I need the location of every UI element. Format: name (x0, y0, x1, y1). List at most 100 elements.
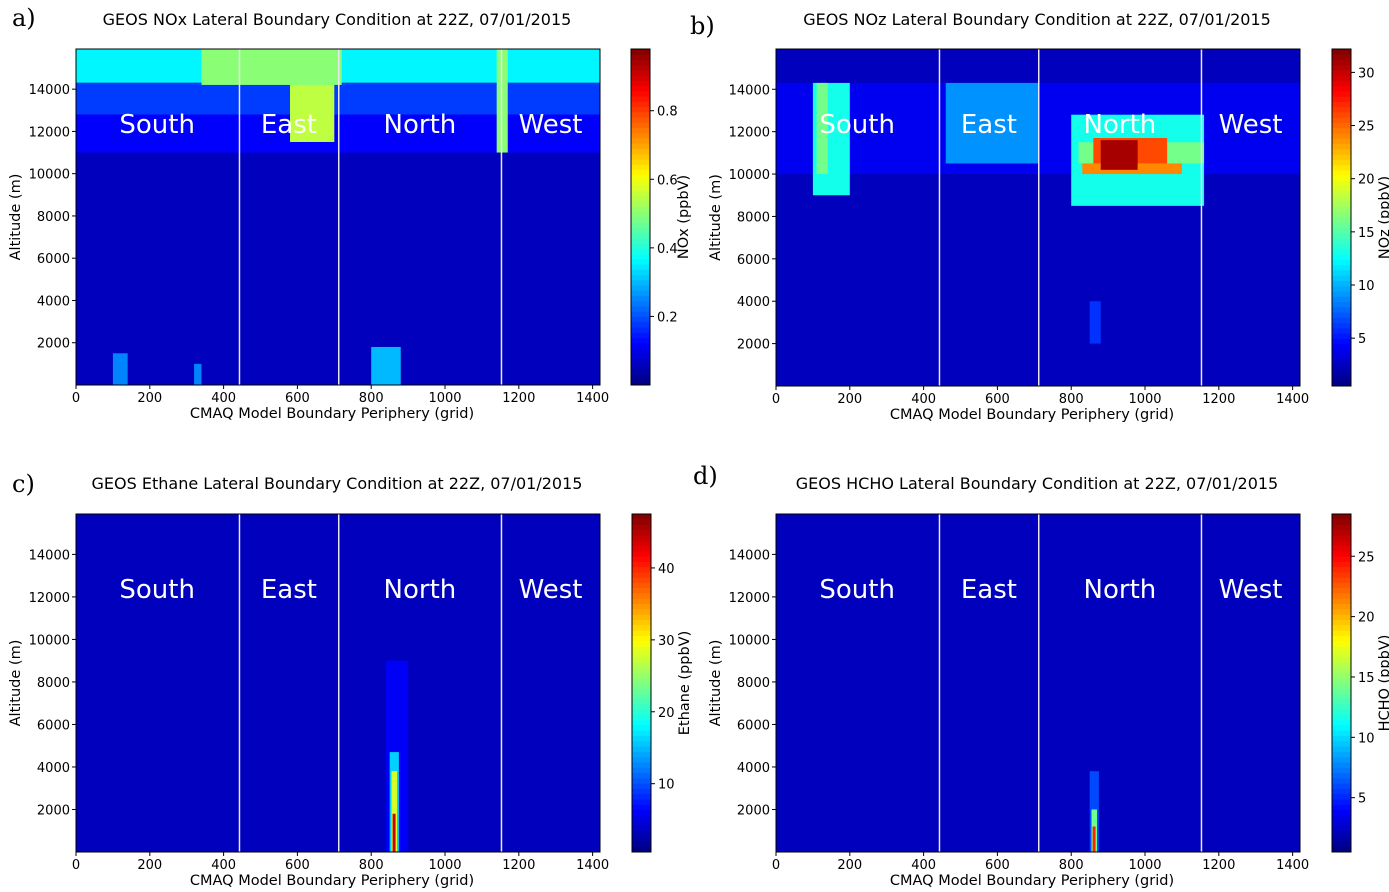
colorbar-segment (631, 295, 650, 302)
colorbar-segment (631, 122, 650, 129)
colorbar-segment (631, 300, 650, 307)
y-tick-label: 10000 (729, 168, 770, 183)
colorbar-segment (631, 227, 650, 234)
colorbar-segment (1332, 280, 1351, 287)
x-tick-label: 1000 (1128, 392, 1161, 407)
colorbar-segment (631, 111, 650, 118)
colorbar-tick-label: 20 (658, 706, 675, 721)
x-tick-label: 600 (285, 391, 310, 406)
colorbar-segment (632, 730, 651, 737)
colorbar-segment (1332, 545, 1351, 552)
colorbar-segment (1332, 190, 1351, 197)
colorbar-tick-label: 30 (1358, 66, 1375, 81)
colorbar-segment (631, 74, 650, 81)
colorbar-segment (1332, 524, 1351, 531)
colorbar-label: HCHO (ppbV) (1377, 635, 1389, 732)
x-tick-label: 1200 (1202, 392, 1235, 407)
colorbar-segment (631, 137, 650, 144)
colorbar-segment (631, 53, 650, 60)
colorbar-segment (1332, 285, 1351, 292)
colorbar-segment (631, 174, 650, 181)
colorbar-segment (632, 682, 651, 689)
colorbar-segment (632, 809, 651, 816)
region-label: North (1084, 575, 1157, 605)
region-label: North (1084, 110, 1157, 140)
heatmap-cell (945, 82, 1038, 164)
colorbar-segment (631, 127, 650, 134)
colorbar-segment (1332, 513, 1351, 520)
colorbar-segment (631, 195, 650, 202)
colorbar-segment (632, 735, 651, 742)
colorbar-segment (1332, 540, 1351, 546)
colorbar-segment (1332, 175, 1351, 181)
heatmap-cell (1092, 826, 1096, 852)
colorbar-segment (1332, 369, 1351, 376)
colorbar-segment (1332, 275, 1351, 281)
y-tick-label: 12000 (729, 591, 770, 606)
colorbar-segment (1332, 767, 1351, 774)
colorbar-segment (1332, 180, 1351, 187)
colorbar-segment (1332, 666, 1351, 673)
colorbar-segment (1332, 227, 1351, 234)
colorbar-segment (632, 740, 651, 747)
colorbar-segment (1332, 714, 1351, 721)
region-label: West (519, 575, 583, 605)
colorbar-segment (1332, 804, 1351, 811)
x-tick-label: 200 (137, 858, 162, 873)
chart-title: GEOS HCHO Lateral Boundary Condition at … (796, 474, 1278, 493)
colorbar-tick-label: 5 (1358, 332, 1366, 347)
colorbar-segment (1332, 354, 1351, 360)
colorbar-segment (631, 342, 650, 349)
colorbar-segment (1332, 290, 1351, 297)
colorbar-segment (631, 258, 650, 265)
colorbar-segment (632, 513, 651, 520)
colorbar-segment (1332, 777, 1351, 784)
colorbar-segment (1332, 269, 1351, 276)
region-label: West (519, 110, 583, 140)
colorbar-segment (632, 651, 651, 657)
colorbar-tick-label: 30 (658, 634, 675, 649)
colorbar-segment (1332, 640, 1351, 647)
colorbar-segment (632, 804, 651, 811)
colorbar-segment (1332, 106, 1351, 113)
colorbar-tick-label: 10 (1358, 279, 1375, 294)
colorbar-tick-label: 40 (658, 562, 675, 577)
y-tick-label: 14000 (29, 83, 70, 98)
colorbar-segment (1332, 772, 1351, 779)
colorbar-frame (631, 513, 652, 853)
colorbar-segment (1332, 259, 1351, 266)
colorbar-segment (632, 571, 651, 578)
colorbar-segment (632, 693, 651, 700)
panel-label: d) (693, 462, 718, 490)
colorbar-segment (631, 290, 650, 297)
panel-3: South East North West 0 200 400 600 800 1000 1200 1… (8, 470, 693, 889)
colorbar-segment (1332, 327, 1351, 334)
colorbar-segment (1332, 111, 1351, 118)
colorbar-segment (1332, 132, 1351, 139)
x-tick-label: 0 (72, 858, 80, 873)
colorbar-segment (631, 379, 650, 386)
colorbar-segment (1332, 518, 1351, 525)
colorbar-segment (631, 347, 650, 354)
colorbar-segment (631, 90, 650, 97)
colorbar-segment (631, 200, 650, 207)
colorbar-segment (631, 106, 650, 113)
x-tick-label: 1200 (1202, 858, 1235, 873)
colorbar-segment (1332, 687, 1351, 694)
colorbar-segment (632, 582, 651, 589)
region-label: East (261, 110, 317, 140)
region-label: North (384, 575, 457, 605)
colorbar-segment (1332, 555, 1351, 562)
colorbar-segment (1332, 69, 1351, 76)
colorbar-segment (1332, 603, 1351, 610)
colorbar-segment (1332, 635, 1351, 642)
heatmap-cell (371, 346, 401, 385)
colorbar-segment (632, 698, 651, 705)
colorbar-tick-label: 20 (1358, 173, 1375, 188)
colorbar-segment (1332, 529, 1351, 536)
heatmap-cell (112, 353, 128, 385)
colorbar-segment (1332, 90, 1351, 97)
colorbar-segment (631, 337, 650, 344)
colorbar-segment (1332, 746, 1351, 752)
colorbar-segment (632, 687, 651, 694)
